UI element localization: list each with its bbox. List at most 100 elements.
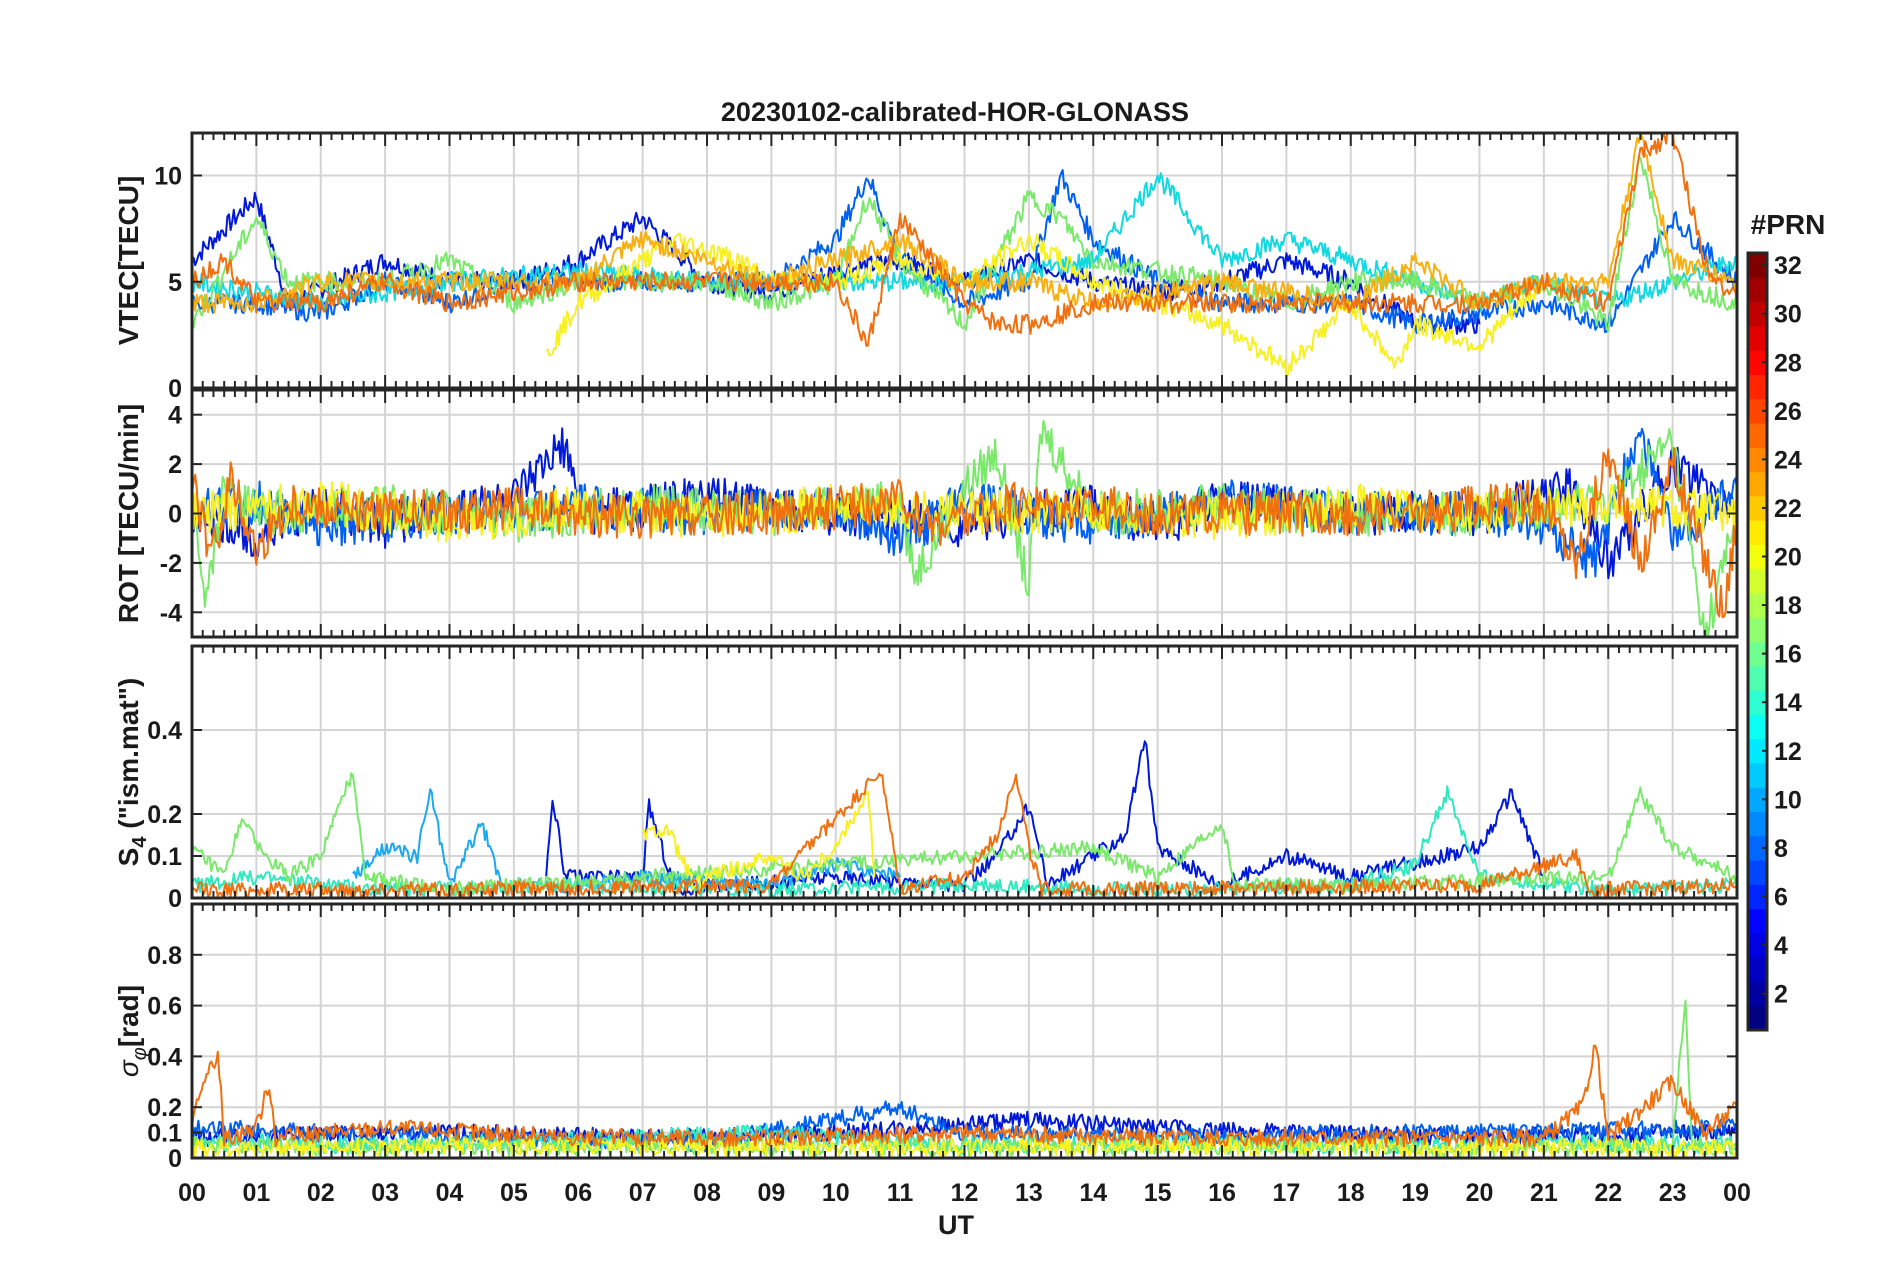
colorbar-segment xyxy=(1748,471,1767,497)
y-axis-label: VTEC[TECU] xyxy=(113,176,144,346)
x-tick-label: 23 xyxy=(1659,1179,1687,1207)
series-line-prn-24 xyxy=(192,447,1737,619)
y-tick-label: 0 xyxy=(168,375,182,403)
panel-sigma_phi: 00.10.2 0.4 0.6 0.8 σφ[rad] xyxy=(113,902,1739,1173)
colorbar-label: #PRN xyxy=(1751,209,1826,240)
colorbar-segment xyxy=(1748,520,1767,545)
series-group xyxy=(192,419,1737,637)
colorbar-segment xyxy=(1748,860,1767,885)
colorbar-segment xyxy=(1748,690,1767,715)
colorbar-segment xyxy=(1748,835,1767,861)
x-tick-label: 07 xyxy=(629,1179,657,1207)
x-tick-label: 09 xyxy=(757,1179,785,1207)
colorbar-tick-label: 2 xyxy=(1774,981,1788,1009)
colorbar-segment xyxy=(1748,398,1767,424)
colorbar-tick-label: 30 xyxy=(1774,301,1802,329)
y-axis-label: S4 ("ism.mat") xyxy=(113,678,151,867)
x-tick-label: 02 xyxy=(307,1179,335,1207)
colorbar-segment xyxy=(1748,665,1767,691)
x-tick-label: 19 xyxy=(1401,1179,1429,1207)
x-axis-label: UT xyxy=(938,1210,974,1240)
colorbar-segment xyxy=(1748,422,1767,448)
colorbar-tick-label: 14 xyxy=(1774,689,1802,717)
colorbar-segment xyxy=(1748,957,1767,983)
chart-title: 20230102-calibrated-HOR-GLONASS xyxy=(721,97,1189,127)
y-tick-label: 0.8 xyxy=(147,942,182,970)
panel-rot: -4 -2 0 2 4 ROT [TECU/min] xyxy=(113,388,1739,639)
series-line-prn-6 xyxy=(192,427,1737,579)
colorbar-tick-label: 6 xyxy=(1774,883,1788,911)
colorbar-segment xyxy=(1748,617,1767,643)
x-tick-label: 22 xyxy=(1594,1179,1622,1207)
x-tick-label: 11 xyxy=(887,1179,914,1207)
colorbar-segment xyxy=(1748,884,1767,910)
colorbar-frame xyxy=(1746,251,1769,1032)
panel-vtec: 0 5 10 VTEC[TECU] xyxy=(113,131,1739,403)
y-tick-label: 0.4 xyxy=(147,717,182,745)
y-tick-label: 0 xyxy=(168,885,182,913)
colorbar-tick-label: 24 xyxy=(1774,446,1802,474)
x-tick-label: 05 xyxy=(500,1179,528,1207)
x-tick-label: 10 xyxy=(822,1179,850,1207)
colorbar-segment xyxy=(1748,592,1767,618)
y-tick-label: 0.6 xyxy=(147,993,182,1021)
colorbar-segment xyxy=(1748,374,1767,400)
x-tick-label: 16 xyxy=(1208,1179,1236,1207)
x-tick-label: 17 xyxy=(1272,1179,1300,1207)
x-tick-label: 12 xyxy=(951,1179,979,1207)
x-axis: 00 01 02 03 04 05 06 07 08 09 10 11 12 13 14 15 16 17 18 19… xyxy=(178,1179,1751,1207)
colorbar-segment xyxy=(1748,811,1767,837)
y-tick-label: 4 xyxy=(168,402,182,430)
panel-s4: 0 0.1 0.2 0.4S4 ("ism.mat") xyxy=(113,644,1739,913)
colorbar-segment xyxy=(1748,495,1767,521)
y-tick-label: 2 xyxy=(168,451,182,479)
x-tick-label: 21 xyxy=(1530,1179,1558,1207)
colorbar-tick-label: 4 xyxy=(1774,932,1788,960)
y-tick-label: -4 xyxy=(160,599,182,627)
y-tick-label: 0 xyxy=(168,501,182,529)
colorbar-tick-label: 32 xyxy=(1774,252,1802,280)
y-tick-label: 5 xyxy=(168,269,182,297)
colorbar-segment xyxy=(1748,908,1767,934)
colorbar-segment xyxy=(1748,981,1767,1007)
y-tick-label: 0.2 xyxy=(147,801,182,829)
x-tick-label: 01 xyxy=(242,1179,270,1207)
series-line-prn-24 xyxy=(192,133,1737,347)
colorbar-segment xyxy=(1748,738,1767,764)
series-line-prn-19 xyxy=(192,480,1737,543)
colorbar-segment xyxy=(1748,301,1767,327)
y-tick-label: 10 xyxy=(154,163,182,191)
colorbar-tick-label: 10 xyxy=(1774,786,1802,814)
x-tick-label: 15 xyxy=(1144,1179,1172,1207)
y-axis-label: ROT [TECU/min] xyxy=(113,404,144,623)
y-tick-label: 0.2 xyxy=(147,1094,182,1122)
x-tick-label: 00 xyxy=(178,1179,206,1207)
y-tick-label: 0.1 xyxy=(147,1120,182,1148)
x-tick-label: 04 xyxy=(436,1179,464,1207)
x-tick-label: 18 xyxy=(1337,1179,1365,1207)
colorbar-segment xyxy=(1748,544,1767,570)
colorbar-segment xyxy=(1748,350,1767,376)
x-tick-label: 14 xyxy=(1079,1179,1107,1207)
colorbar-tick-label: 18 xyxy=(1774,592,1802,620)
series-line-prn-19 xyxy=(545,232,1545,378)
y-tick-label: 0.4 xyxy=(147,1043,182,1071)
colorbar-tick-label: 12 xyxy=(1774,738,1802,766)
colorbar-tick-label: 26 xyxy=(1774,398,1802,426)
x-tick-label: 13 xyxy=(1015,1179,1043,1207)
colorbar-tick-label: 22 xyxy=(1774,495,1802,523)
colorbar-segment xyxy=(1748,714,1767,740)
y-tick-label: 0.1 xyxy=(147,843,182,871)
colorbar-segment xyxy=(1748,447,1767,473)
x-tick-label: 08 xyxy=(693,1179,721,1207)
colorbar-segment xyxy=(1748,787,1767,813)
colorbar-segment xyxy=(1748,253,1767,278)
series-group xyxy=(192,133,1737,378)
series-line-prn-6 xyxy=(192,169,1737,334)
series-line-prn-19 xyxy=(642,790,876,891)
y-axis-label: σφ[rad] xyxy=(113,985,151,1077)
colorbar-segment xyxy=(1748,277,1767,303)
colorbar-segment xyxy=(1748,568,1767,594)
